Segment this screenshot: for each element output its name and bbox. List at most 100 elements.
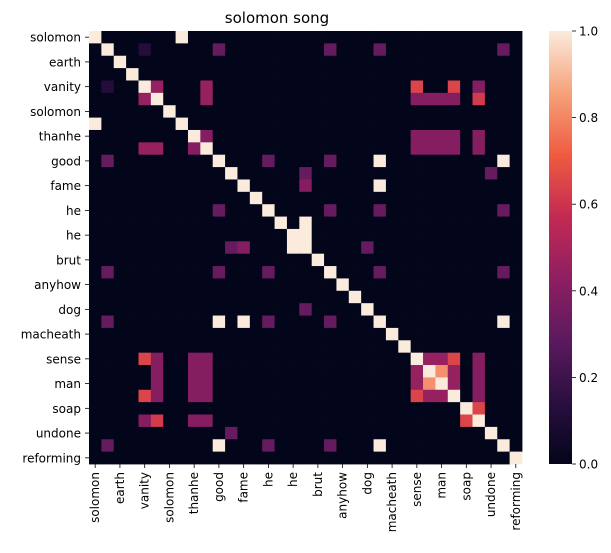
heatmap-cell	[237, 278, 251, 292]
heatmap-cell	[113, 216, 127, 230]
heatmap-cell	[460, 426, 473, 440]
heatmap-cell	[212, 439, 226, 453]
heatmap-cell	[324, 129, 337, 143]
heatmap-cell	[89, 327, 102, 341]
heatmap-cell	[460, 439, 473, 453]
heatmap-cell	[163, 117, 176, 131]
heatmap-cell	[373, 402, 387, 415]
heatmap-cell	[385, 278, 399, 292]
heatmap-cell	[212, 105, 226, 118]
heatmap-cell	[336, 129, 350, 143]
heatmap-cell	[385, 31, 399, 44]
heatmap-cell	[311, 92, 325, 106]
heatmap-cell	[113, 402, 127, 415]
heatmap-cell	[410, 117, 424, 131]
heatmap-cell	[225, 204, 238, 217]
heatmap-cell	[200, 43, 214, 57]
heatmap-cell	[472, 278, 486, 292]
heatmap-cell	[447, 55, 461, 69]
heatmap-cell	[361, 352, 374, 366]
heatmap-cell	[175, 80, 189, 94]
heatmap-cell	[460, 129, 473, 143]
heatmap-cell	[212, 414, 226, 428]
heatmap-cell	[163, 191, 176, 205]
heatmap-cell	[324, 414, 337, 428]
heatmap-cell	[101, 402, 115, 415]
heatmap-cell	[385, 389, 399, 403]
heatmap-cell	[187, 68, 201, 81]
heatmap-cell	[187, 31, 201, 44]
heatmap-cell	[361, 402, 374, 415]
heatmap-cell	[472, 352, 486, 366]
heatmap-cell	[299, 191, 313, 205]
heatmap-cell	[150, 402, 164, 415]
heatmap-cell	[89, 389, 102, 403]
heatmap-cell	[237, 31, 251, 44]
heatmap-cell	[126, 315, 139, 329]
heatmap-cell	[385, 365, 399, 378]
heatmap-cell	[237, 389, 251, 403]
heatmap-cell	[484, 55, 498, 69]
heatmap-cell	[311, 414, 325, 428]
heatmap-cell	[348, 68, 362, 81]
heatmap-cell	[447, 80, 461, 94]
heatmap-cell	[150, 117, 164, 131]
heatmap-cell	[126, 352, 139, 366]
heatmap-cell	[373, 179, 387, 193]
x-axis: solomon earth vanity solomon thanhe good fame h…	[88, 464, 523, 532]
y-tick-label: dog	[58, 303, 81, 317]
heatmap-cell	[497, 414, 511, 428]
heatmap-cell	[237, 303, 251, 316]
heatmap-cell	[113, 129, 127, 143]
heatmap-cell	[163, 142, 176, 156]
heatmap-cell	[187, 315, 201, 329]
heatmap-cell	[249, 43, 263, 57]
heatmap-cell	[175, 105, 189, 118]
heatmap-cell	[336, 105, 350, 118]
heatmap-cell	[398, 426, 412, 440]
heatmap-cell	[311, 451, 325, 465]
heatmap-cell	[348, 31, 362, 44]
heatmap-cell	[336, 253, 350, 267]
heatmap-cell	[126, 80, 139, 94]
heatmap-cell	[150, 92, 164, 106]
heatmap-cell	[237, 315, 251, 329]
heatmap-cell	[150, 315, 164, 329]
heatmap-cell	[249, 154, 263, 168]
heatmap-cell	[385, 228, 399, 242]
heatmap-cell	[299, 68, 313, 81]
heatmap-cell	[286, 105, 300, 118]
heatmap-cell	[225, 167, 238, 180]
heatmap-cell	[336, 327, 350, 341]
heatmap-cell	[113, 228, 127, 242]
heatmap-cell	[361, 439, 374, 453]
heatmap-cell	[163, 303, 176, 316]
heatmap-cell	[286, 315, 300, 329]
heatmap-cell	[447, 290, 461, 304]
heatmap-cell	[472, 142, 486, 156]
heatmap-cell	[150, 167, 164, 180]
heatmap-cell	[175, 228, 189, 242]
heatmap-cell	[472, 241, 486, 255]
heatmap-cell	[212, 278, 226, 292]
heatmap-cell	[286, 451, 300, 465]
heatmap-cell	[472, 303, 486, 316]
heatmap-cell	[249, 414, 263, 428]
heatmap-cell	[472, 327, 486, 341]
heatmap-cell	[126, 439, 139, 453]
heatmap-cell	[262, 352, 275, 366]
heatmap-cell	[336, 340, 350, 354]
heatmap-cell	[299, 55, 313, 69]
heatmap-cell	[187, 154, 201, 168]
heatmap-cell	[484, 105, 498, 118]
heatmap-cell	[274, 43, 288, 57]
heatmap-cell	[361, 68, 374, 81]
heatmap-cell	[237, 191, 251, 205]
heatmap-cell	[274, 290, 288, 304]
heatmap-cell	[423, 105, 436, 118]
heatmap-cell	[311, 129, 325, 143]
heatmap-cell	[509, 402, 523, 415]
heatmap-cell	[373, 167, 387, 180]
heatmap-cell	[187, 352, 201, 366]
heatmap-cell	[138, 179, 152, 193]
